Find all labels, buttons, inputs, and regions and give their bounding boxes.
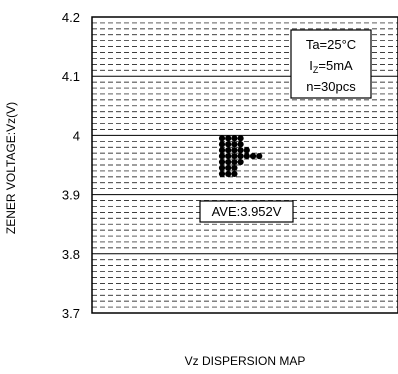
- data-point: [243, 147, 250, 154]
- average-label: AVE:3.952V: [212, 204, 282, 219]
- data-point: [225, 147, 232, 154]
- y-tick-label: 3.8: [62, 247, 80, 262]
- data-points: [218, 135, 263, 177]
- data-point: [231, 141, 238, 148]
- x-axis-label: Vz DISPERSION MAP: [185, 354, 306, 368]
- data-point: [231, 164, 238, 172]
- data-point: [218, 141, 226, 148]
- data-point: [225, 141, 232, 148]
- data-point: [231, 135, 238, 142]
- y-tick-labels: 3.7 3.8 3.9 4 4.1 4.2: [62, 10, 80, 321]
- y-axis-label: ZENER VOLTAGE:Vz(V): [4, 102, 18, 234]
- data-point: [218, 158, 226, 166]
- y-tick-label: 4: [73, 128, 80, 143]
- data-point: [231, 158, 238, 166]
- data-point: [225, 153, 232, 160]
- data-point: [218, 164, 226, 172]
- data-point: [225, 164, 232, 172]
- conditions-box: Ta=25°C IZ=5mA n=30pcs: [290, 29, 372, 99]
- data-point: [231, 170, 238, 177]
- y-tick-label: 4.2: [62, 10, 80, 25]
- data-point: [243, 153, 250, 160]
- data-point: [225, 170, 232, 177]
- data-point: [218, 153, 226, 160]
- data-point: [218, 170, 226, 177]
- data-point: [231, 153, 238, 160]
- data-point: [237, 141, 244, 148]
- data-point: [249, 153, 257, 160]
- data-point: [225, 135, 232, 142]
- data-point: [237, 135, 244, 142]
- y-tick-label: 3.7: [62, 306, 80, 321]
- y-tick-label: 3.9: [62, 188, 80, 203]
- data-point: [225, 158, 232, 166]
- sample-count-label: n=30pcs: [306, 79, 356, 94]
- data-point: [237, 147, 244, 154]
- data-point: [218, 147, 226, 154]
- average-box: AVE:3.952V: [199, 200, 294, 223]
- y-tick-label: 4.1: [62, 69, 80, 84]
- data-point: [218, 135, 226, 142]
- temperature-label: Ta=25°C: [306, 37, 356, 52]
- current-label: IZ=5mA: [309, 58, 353, 75]
- data-point: [256, 153, 263, 160]
- data-point: [237, 153, 244, 160]
- data-point: [231, 147, 238, 154]
- data-point: [237, 158, 244, 166]
- plot-frame: [91, 16, 398, 314]
